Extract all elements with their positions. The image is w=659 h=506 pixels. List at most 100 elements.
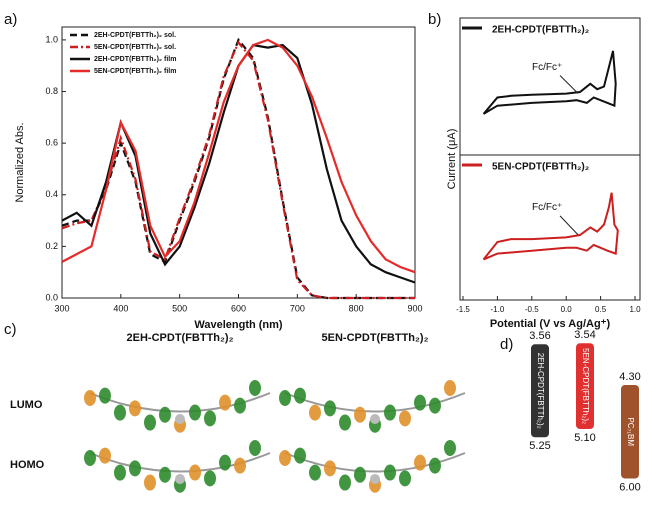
orbital-lobe <box>114 405 126 421</box>
cv-curve <box>484 51 616 114</box>
orbital-lobe <box>279 390 291 406</box>
orbital-lobe <box>444 440 456 456</box>
series-label: 2EH-CPDT(FBTTh₂)₂ <box>492 25 589 36</box>
orbital-lobe <box>144 415 156 431</box>
x-tick-label: 800 <box>349 303 364 313</box>
annotation-arrow <box>560 76 578 94</box>
x-tick-label: -1.5 <box>456 305 470 314</box>
orbital-lobe <box>144 475 156 491</box>
orbital-label: LUMO <box>10 399 43 411</box>
x-tick-label: 600 <box>231 303 246 313</box>
x-tick-label: 400 <box>113 303 128 313</box>
legend-label: 5EN-CPDT(FBTTh₂)₂ sol. <box>94 44 176 51</box>
x-tick-label: 1.0 <box>629 305 641 314</box>
orbital-lobe <box>234 398 246 414</box>
x-tick-label: 900 <box>407 303 422 313</box>
bar-label: 5EN-CPDT(FBTTh₂)₂ <box>581 348 590 424</box>
orbital-lobe <box>234 458 246 474</box>
orbital-lobe <box>324 400 336 416</box>
x-tick-label: 500 <box>172 303 187 313</box>
x-axis-label: Wavelength (nm) <box>194 319 283 331</box>
y-axis-label: Current (μA) <box>446 129 458 190</box>
annotation-arrow <box>560 216 578 235</box>
orbital-lobe <box>129 460 141 476</box>
x-tick-label: -1.0 <box>491 305 505 314</box>
orbital-lobe <box>249 380 261 396</box>
x-axis-label: Potential (V vs Ag/Ag⁺) <box>490 318 611 330</box>
orbital-lobe <box>219 395 231 411</box>
orbital-lobe <box>414 395 426 411</box>
orbital-images <box>84 380 465 493</box>
core-atom <box>175 414 185 424</box>
legend-label: 5EN-CPDT(FBTTh₂)₂ film <box>94 68 176 75</box>
orbital-lobe <box>324 460 336 476</box>
orbital-lobe <box>429 458 441 474</box>
y-tick-label: 0.8 <box>45 86 58 96</box>
molecule-label: 5EN-CPDT(FBTTh₂)₂ <box>322 332 429 344</box>
bar-label: PC₇₁BM <box>626 417 635 446</box>
orbital-lobe <box>114 465 126 481</box>
orbital-lobe <box>219 455 231 471</box>
series-label: 5EN-CPDT(FBTTh₂)₂ <box>492 162 589 173</box>
legend-label: 2EH-CPDT(FBTTh₂)₂ film <box>94 56 176 63</box>
orbital-lobe <box>159 467 171 483</box>
panel-label: b) <box>428 11 441 28</box>
series-line <box>62 43 415 299</box>
x-tick-label: 0.0 <box>561 305 573 314</box>
orbital-lobe <box>444 380 456 396</box>
annotation: Fc/Fc⁺ <box>532 202 562 213</box>
legend-label: 2EH-CPDT(FBTTh₂)₂ sol. <box>94 32 176 39</box>
y-tick-label: 1.0 <box>45 34 58 44</box>
orbital-lobe <box>204 410 216 426</box>
value-label: 6.00 <box>619 481 640 493</box>
orbital-lobe <box>414 455 426 471</box>
orbital-label: HOMO <box>10 459 45 471</box>
panel-label: d) <box>500 336 513 353</box>
orbital-lobe <box>84 450 96 466</box>
orbital-lobe <box>159 407 171 423</box>
orbital-lobe <box>99 388 111 404</box>
value-label: 3.54 <box>574 329 595 341</box>
x-tick-label: -0.5 <box>525 305 539 314</box>
core-atom <box>370 474 380 484</box>
y-tick-label: 0.2 <box>45 241 58 251</box>
orbital-lobe <box>354 467 366 483</box>
value-label: 5.25 <box>529 440 550 452</box>
orbital-lobe <box>354 407 366 423</box>
annotation: Fc/Fc⁺ <box>532 62 562 73</box>
orbital-lobe <box>384 465 396 481</box>
x-tick-label: 0.5 <box>595 305 607 314</box>
orbital-lobe <box>204 470 216 486</box>
x-tick-label: 300 <box>54 303 69 313</box>
orbital-lobe <box>189 465 201 481</box>
value-label: 5.10 <box>574 432 595 444</box>
orbital-lobe <box>399 470 411 486</box>
orbital-lobe <box>294 388 306 404</box>
orbital-lobe <box>84 390 96 406</box>
orbital-lobe <box>249 440 261 456</box>
value-label: 3.56 <box>529 330 550 342</box>
figure: a) b) c) d) 2EH-CPDT(FBTTh₂)₂ 5EN-CPDT(F… <box>0 0 659 506</box>
y-tick-label: 0.0 <box>45 292 58 302</box>
orbital-lobe <box>294 448 306 464</box>
orbital-lobe <box>279 450 291 466</box>
panel-label: c) <box>4 321 17 338</box>
core-atom <box>370 414 380 424</box>
bar-label: 2EH-CPDT(FBTTh₂)₂ <box>536 353 545 429</box>
core-atom <box>175 474 185 484</box>
y-tick-label: 0.4 <box>45 189 58 199</box>
molecule-label: 2EH-CPDT(FBTTh₂)₂ <box>127 332 234 344</box>
orbital-lobe <box>99 448 111 464</box>
y-tick-label: 0.6 <box>45 138 58 148</box>
x-tick-label: 700 <box>290 303 305 313</box>
series-line <box>62 40 415 298</box>
orbital-lobe <box>309 465 321 481</box>
orbital-lobe <box>429 398 441 414</box>
orbital-lobe <box>129 400 141 416</box>
orbital-lobe <box>339 475 351 491</box>
value-label: 4.30 <box>619 371 640 383</box>
page: a) b) c) d) 2EH-CPDT(FBTTh₂)₂ 5EN-CPDT(F… <box>0 0 659 506</box>
orbital-lobe <box>384 405 396 421</box>
panel-label: a) <box>4 11 17 28</box>
orbital-lobe <box>399 410 411 426</box>
